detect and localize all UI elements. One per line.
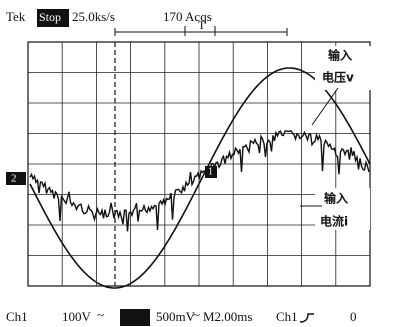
voltage-label: 电压v [322, 70, 354, 85]
trigger-source: Ch1 [276, 309, 298, 324]
trigger-level: 0 [350, 309, 357, 324]
voltage-label: 输入 [328, 48, 352, 63]
current-label: 电流i [320, 214, 348, 229]
timebase: M2.00ms [203, 309, 252, 324]
scope-screen: Tek Stop 25.0ks/s 170 Acqs T 2 1 输入 电压v … [0, 0, 420, 327]
trigger-slope [300, 314, 314, 322]
coupling: ~ [193, 307, 200, 322]
ch1-scale: 100V [62, 309, 92, 324]
ch1-label: Ch1 [6, 309, 28, 324]
page: {"header": {"brand": "Tek", "state": "St… [0, 0, 420, 327]
leader [312, 88, 338, 125]
ch2-marker: 2 [11, 173, 17, 185]
ch1-marker: 1 [208, 166, 213, 177]
ch2-box [120, 309, 150, 326]
brand: Tek [6, 9, 26, 24]
trigger-marker: T [198, 18, 206, 32]
state: Stop [39, 10, 61, 24]
sample-rate: 25.0ks/s [72, 9, 115, 24]
current-label: 输入 [324, 191, 348, 206]
ch2-scale: 500mV [156, 309, 196, 324]
coupling: ~ [97, 307, 104, 322]
